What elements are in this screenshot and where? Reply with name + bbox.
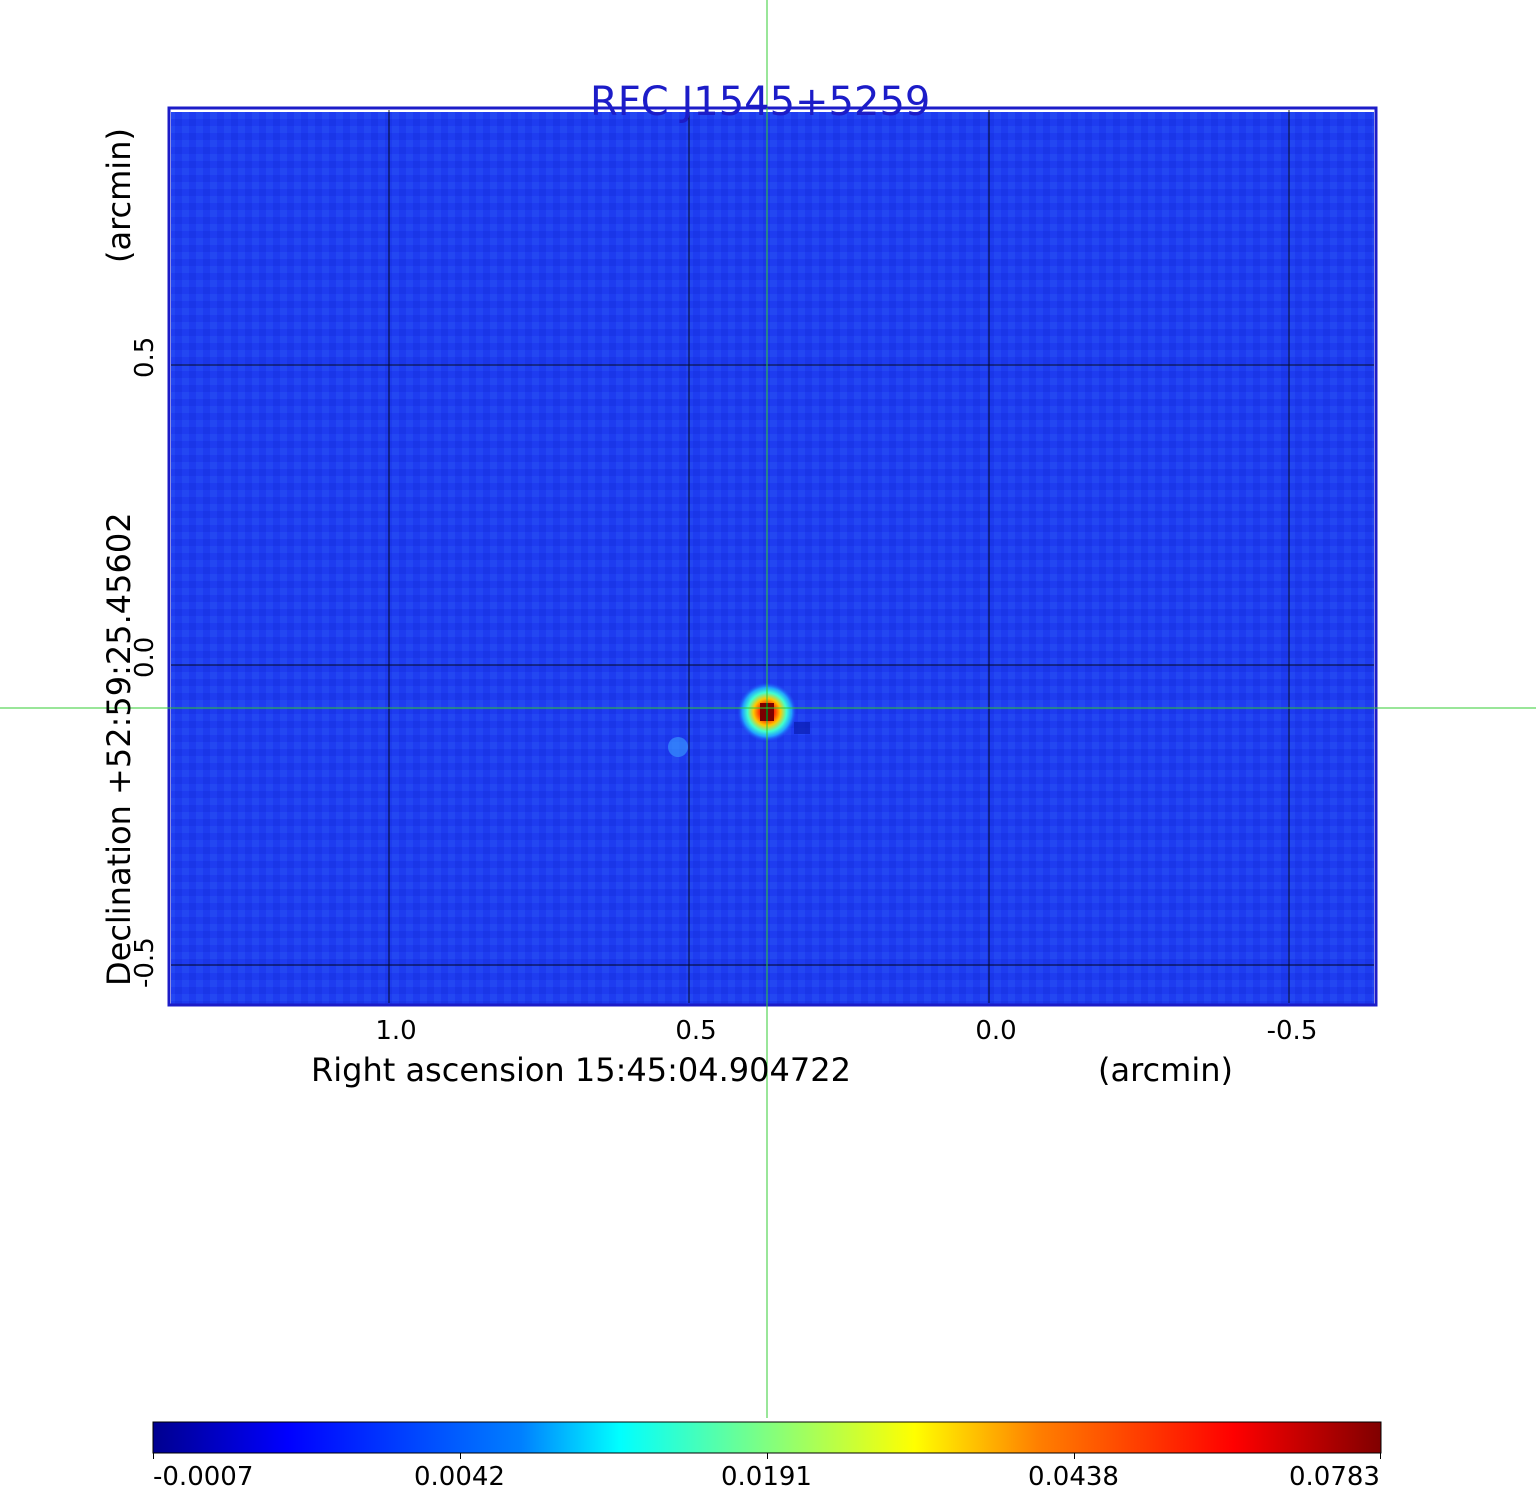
- y-tick-label: 0.5: [130, 336, 160, 378]
- x-axis-unit: (arcmin): [1098, 1051, 1233, 1089]
- colorbar-tick-label: 0.0783: [1289, 1462, 1380, 1492]
- colorbar: [152, 1421, 1382, 1454]
- colorbar-tick-mark: [1380, 1453, 1381, 1459]
- x-tick-label: 1.0: [375, 1016, 417, 1046]
- crosshair[interactable]: [0, 0, 1536, 1418]
- x-tick-label: -0.5: [1266, 1016, 1318, 1046]
- image-title: RFC J1545+5259: [590, 79, 931, 125]
- image-frame: [167, 106, 1378, 1007]
- x-tick-label: 0.0: [975, 1016, 1017, 1046]
- colorbar-tick-mark: [1074, 1453, 1075, 1459]
- colorbar-tick-label: 0.0438: [1028, 1462, 1119, 1492]
- colorbar-tick-mark: [767, 1453, 768, 1459]
- colorbar-tick-mark: [460, 1453, 461, 1459]
- x-tick-label: 0.5: [675, 1016, 717, 1046]
- colorbar-tick-mark: [153, 1453, 154, 1459]
- y-axis-label: Declination +52:59:25.45602: [100, 512, 138, 986]
- colorbar-tick-label: 0.0042: [414, 1462, 505, 1492]
- y-axis-unit: (arcmin): [100, 128, 138, 263]
- colorbar-tick-label: 0.0191: [721, 1462, 812, 1492]
- coordinate-grid: [171, 110, 1374, 1003]
- x-axis-label: Right ascension 15:45:04.904722: [311, 1051, 851, 1089]
- image-field: [171, 112, 1374, 1004]
- colorbar-tick-label: -0.0007: [153, 1462, 254, 1492]
